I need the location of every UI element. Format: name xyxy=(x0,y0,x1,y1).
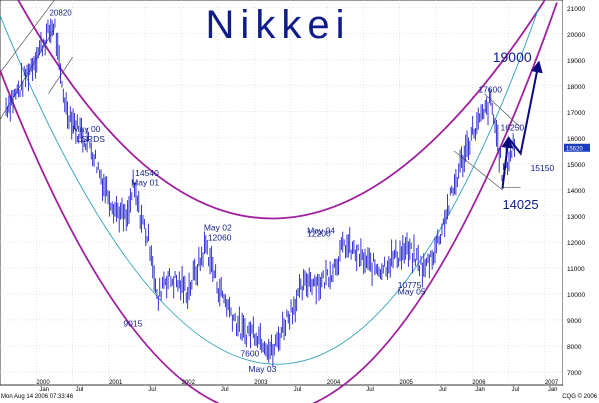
x-tick-label: Jul xyxy=(221,387,229,393)
arrow-to-19000 xyxy=(507,60,543,156)
y-tick-label: 8000 xyxy=(567,344,582,351)
last-price-marker-box xyxy=(564,143,590,152)
x-tick-label: Jul xyxy=(294,387,302,393)
x-tick-label: Jan xyxy=(548,387,558,393)
y-tick-label: 12000 xyxy=(567,240,585,247)
annotation-label: May 05 xyxy=(398,287,426,297)
x-tick-label: Jul xyxy=(512,387,520,393)
annotation-label: May 00 xyxy=(73,124,101,134)
annotation-label: 20820 xyxy=(49,8,72,17)
annotation-label: 9015 xyxy=(123,319,142,329)
annotation-label: 10775 xyxy=(398,280,422,290)
y-tick-label: 10000 xyxy=(567,292,585,299)
y-axis-panel xyxy=(563,0,599,385)
channel-upper-arc xyxy=(17,0,546,220)
trend-line xyxy=(0,0,55,74)
x-tick-label: 2001 xyxy=(109,380,123,386)
annotation-label: May 03 xyxy=(248,364,276,374)
annotation-label: May 02 xyxy=(204,223,232,233)
x-tick-label: Jul xyxy=(148,387,156,393)
annotation-label: May 01 xyxy=(131,177,159,187)
price-series xyxy=(5,18,516,367)
y-tick-label: 15000 xyxy=(567,162,585,169)
x-tick-label: 2003 xyxy=(254,380,268,386)
annotation-label: LSRDS xyxy=(77,134,106,144)
y-tick-label: 16000 xyxy=(567,136,585,143)
annotation-label: 19000 xyxy=(493,49,532,65)
y-tick-label: 20000 xyxy=(567,32,585,39)
y-tick-label: 18000 xyxy=(567,84,585,91)
x-tick-label: 2004 xyxy=(327,380,341,386)
annotation-label: 15150 xyxy=(531,163,555,173)
annotation-label: 17600 xyxy=(478,84,502,94)
x-tick-label: 2002 xyxy=(182,380,196,386)
x-tick-label: Jul xyxy=(366,387,374,393)
channel-lower-arc xyxy=(0,2,558,403)
x-tick-label: 2007 xyxy=(545,380,559,386)
chart-title: Nikkei xyxy=(206,3,351,47)
projection-arrows xyxy=(501,60,543,189)
x-tick-label: Jul xyxy=(76,387,84,393)
x-tick-label: Jan xyxy=(39,387,49,393)
trend-line xyxy=(453,150,503,191)
annotation-label: 12060 xyxy=(208,232,232,242)
x-tick-label: 2006 xyxy=(472,380,486,386)
footer-copyright: CQG © 2006 xyxy=(562,394,597,400)
trend-line xyxy=(484,93,521,128)
y-tick-label: 14000 xyxy=(567,188,585,195)
annotation-label: 16250 xyxy=(501,122,525,132)
y-tick-label: 21000 xyxy=(567,6,585,13)
y-tick-label: 7000 xyxy=(567,370,582,377)
annotation-label: 12200 xyxy=(307,229,331,239)
last-price-marker: 15620 xyxy=(566,146,583,152)
y-tick-label: 13000 xyxy=(567,214,585,221)
annotation-label: May 04 xyxy=(307,226,335,236)
footer-timestamp: Mon Aug 14 2006 07:33:46 xyxy=(1,394,74,400)
x-tick-label: Jan xyxy=(475,387,485,393)
x-tick-label: 2000 xyxy=(36,380,50,386)
channel-centre-arc xyxy=(0,7,540,365)
y-tick-label: 11000 xyxy=(567,266,585,273)
annotation-label: 14540 xyxy=(135,168,159,178)
annotation-label: 14025 xyxy=(502,197,538,212)
x-tick-label: 2005 xyxy=(400,380,414,386)
y-tick-label: 9000 xyxy=(567,318,582,325)
plot-area xyxy=(0,0,564,386)
x-tick-label: Jul xyxy=(439,387,447,393)
y-tick-label: 17000 xyxy=(567,110,585,117)
y-axis: 21000 20000 19000 18000 17000 16000 15000 14000… xyxy=(563,0,599,385)
annotation-label: 7600 xyxy=(240,348,259,358)
y-tick-label: 19000 xyxy=(567,58,585,65)
arrow-to-16250 xyxy=(501,135,514,189)
